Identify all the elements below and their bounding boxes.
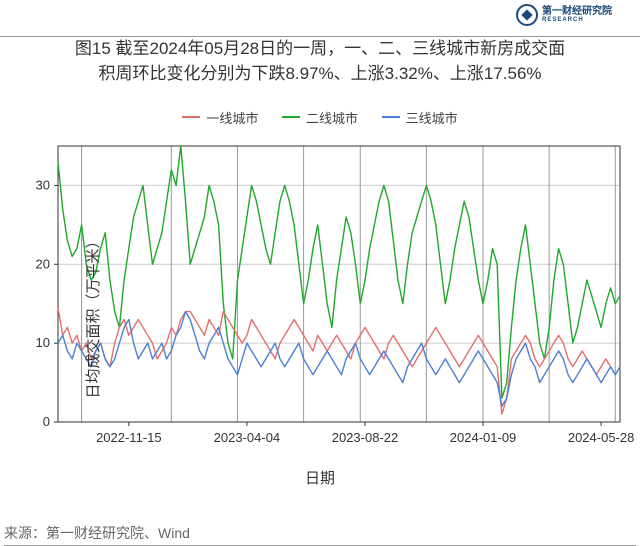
legend-swatch — [182, 116, 200, 118]
svg-text:30: 30 — [36, 177, 50, 192]
svg-text:2024-01-09: 2024-01-09 — [450, 430, 517, 445]
chart-title: 图15 截至2024年05月28日的一周，一、二、三线城市新房成交面 积周环比变… — [0, 36, 640, 86]
legend-item-tier3: 三线城市 — [382, 108, 458, 127]
x-axis-label: 日期 — [0, 467, 640, 488]
legend-swatch — [282, 116, 300, 118]
svg-text:2024-05-28: 2024-05-28 — [568, 430, 635, 445]
chart-area: 日均成交面积（万平米） 0 10 20 30 2022-11-15 2023-04-04 2… — [0, 136, 640, 496]
legend: 一线城市 二线城市 三线城市 — [0, 106, 640, 127]
svg-text:10: 10 — [36, 335, 50, 350]
svg-text:2023-08-22: 2023-08-22 — [332, 430, 399, 445]
legend-item-tier2: 二线城市 — [282, 108, 358, 127]
publisher-logo: 第一财经研究院 RESEARCH — [516, 4, 612, 26]
svg-text:2023-04-04: 2023-04-04 — [214, 430, 281, 445]
svg-text:0: 0 — [43, 414, 50, 429]
legend-item-tier1: 一线城市 — [182, 108, 258, 127]
svg-text:20: 20 — [36, 256, 50, 271]
legend-swatch — [382, 116, 400, 118]
logo-text: 第一财经研究院 RESEARCH — [542, 6, 612, 24]
source-credit: 来源：第一财经研究院、Wind — [4, 523, 636, 546]
svg-text:2022-11-15: 2022-11-15 — [96, 430, 162, 445]
y-axis-label: 日均成交面积（万平米） — [82, 233, 103, 398]
logo-mark-icon — [516, 4, 538, 26]
